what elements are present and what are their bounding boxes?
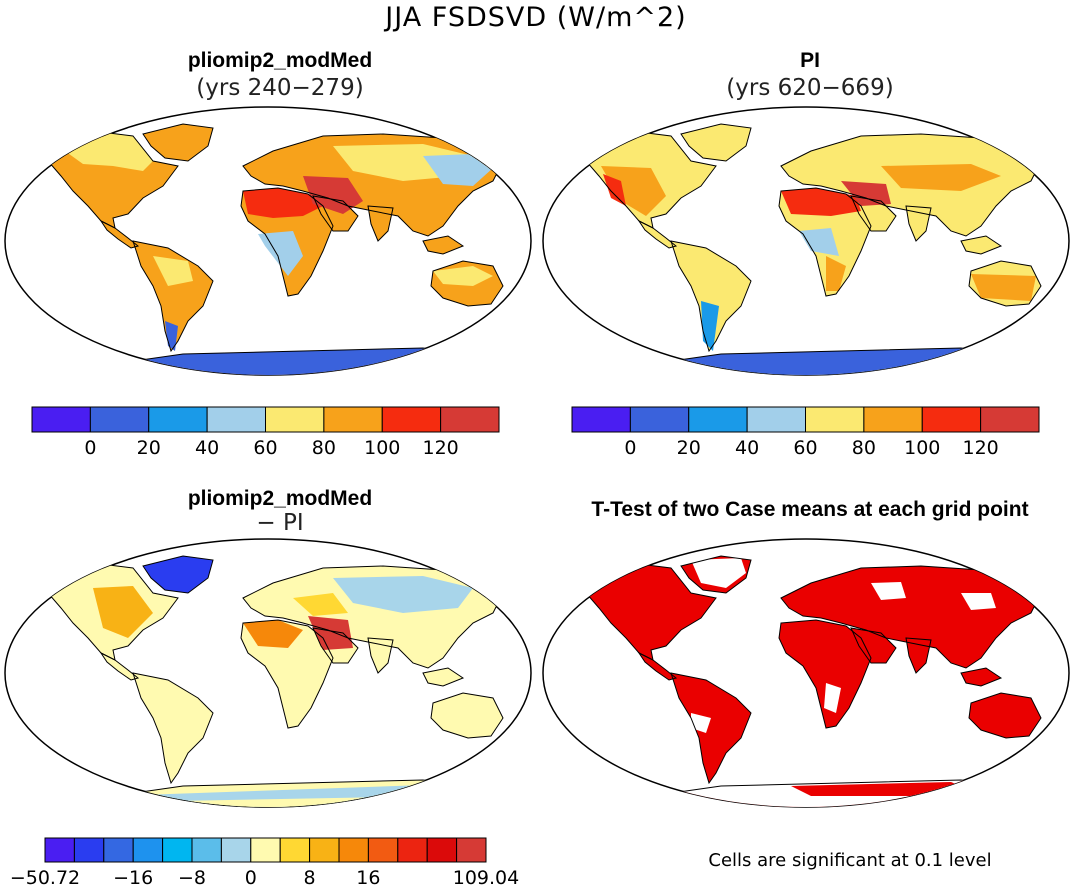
colorbar-swatch: [89, 406, 150, 433]
colorbar-swatch: [440, 406, 500, 433]
colorbar-swatch: [571, 406, 631, 433]
colorbar-swatch: [381, 406, 442, 433]
panel-subtitle-bottom-left: − PI: [256, 510, 304, 536]
panel-title-bottom-right: T-Test of two Case means at each grid po…: [591, 498, 1029, 521]
colorbar-tick-label: 16: [356, 867, 380, 885]
colorbar-swatch: [980, 406, 1040, 433]
colorbar-tick-label: −8: [178, 867, 206, 885]
colorbar-swatch: [162, 837, 193, 863]
colorbar-tick-label: 0: [624, 437, 636, 459]
colorbar-tick-label: 40: [195, 437, 219, 459]
colorbar-swatch: [250, 837, 281, 863]
colorbar-swatch: [426, 837, 458, 863]
colorbar-swatch: [220, 837, 252, 863]
colorbar-tick-label: 100: [364, 437, 400, 459]
colorbar-swatch: [279, 837, 311, 863]
colorbar-top-right: 0 20 40 60 80 100 120: [571, 406, 1040, 459]
colorbar-swatch: [367, 837, 399, 863]
colorbar-swatch: [338, 837, 369, 863]
colorbar-swatch: [863, 406, 923, 433]
panel-title-bottom-left: pliomip2_modMed: [187, 487, 373, 510]
map-panel-top-left: [4, 106, 532, 376]
colorbar-swatch: [921, 406, 982, 433]
colorbar-tick-label: 120: [422, 437, 458, 459]
colorbar-tick-label: 60: [793, 437, 817, 459]
colorbar-swatch: [397, 837, 428, 863]
colorbar-tick-label: 100: [904, 437, 940, 459]
colorbar-tick-label: 20: [677, 437, 701, 459]
colorbar-tick-label: −16: [113, 867, 153, 885]
colorbar-tick-label: 109.04: [453, 867, 519, 885]
colorbar-swatch: [103, 837, 134, 863]
colorbar-swatch: [132, 837, 164, 863]
colorbar-top-left: 0 20 40 60 80 100 120: [31, 406, 500, 459]
colorbar-swatch: [805, 406, 865, 433]
colorbar-swatch: [31, 406, 91, 433]
colorbar-tick-label: −50.72: [10, 867, 80, 885]
map-panel-top-right: [542, 106, 1070, 376]
panel-subtitle-top-left: (yrs 240−279): [196, 75, 364, 101]
map-panel-bottom-left: [4, 538, 532, 808]
colorbar-bottom-left: −50.72 −16 −8 0 8 16 109.04: [10, 837, 519, 885]
colorbar-swatch: [265, 406, 325, 433]
significance-note: Cells are significant at 0.1 level: [708, 850, 992, 871]
colorbar-swatch: [746, 406, 806, 433]
colorbar-swatch: [323, 406, 383, 433]
colorbar-tick-label: 120: [962, 437, 998, 459]
colorbar-tick-label: 20: [137, 437, 161, 459]
panel-subtitle-top-right: (yrs 620−669): [726, 75, 894, 101]
colorbar-swatch: [148, 406, 208, 433]
colorbar-swatch: [73, 837, 105, 863]
colorbar-swatch: [44, 837, 75, 863]
colorbar-swatch: [309, 837, 340, 863]
colorbar-swatch: [688, 406, 748, 433]
colorbar-tick-label: 80: [852, 437, 876, 459]
colorbar-tick-label: 0: [84, 437, 96, 459]
panel-title-top-right: PI: [800, 49, 820, 72]
colorbar-swatch: [206, 406, 266, 433]
panel-title-top-left: pliomip2_modMed: [187, 49, 373, 72]
map-panel-bottom-right: [542, 538, 1070, 808]
colorbar-swatch: [191, 837, 222, 863]
colorbar-tick-label: 0: [245, 867, 257, 885]
colorbar-tick-label: 80: [312, 437, 336, 459]
main-title: JJA FSDSVD (W/m^2): [385, 2, 687, 33]
colorbar-tick-label: 8: [304, 867, 316, 885]
colorbar-swatch: [456, 837, 487, 863]
colorbar-tick-label: 60: [253, 437, 277, 459]
colorbar-tick-label: 40: [735, 437, 759, 459]
colorbar-swatch: [629, 406, 690, 433]
